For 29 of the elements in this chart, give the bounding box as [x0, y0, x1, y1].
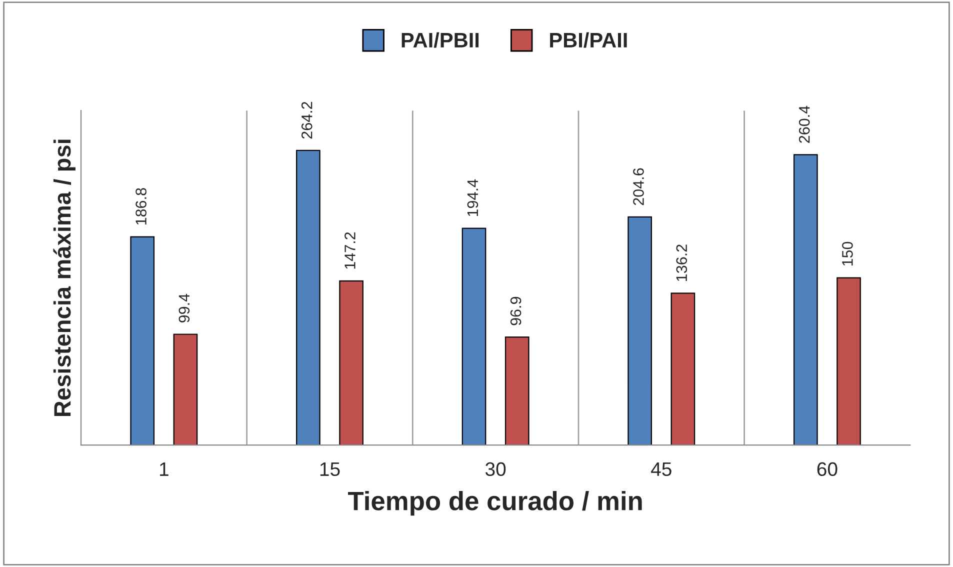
bar [130, 236, 155, 446]
x-tick-label: 15 [320, 462, 340, 476]
bar [462, 228, 486, 446]
data-label: 186.8 [136, 188, 146, 225]
y-axis-title: Resistencia máxima / psi [53, 140, 76, 416]
bar [173, 334, 198, 446]
data-label: 204.6 [633, 168, 644, 206]
bar [628, 216, 652, 446]
bar [793, 154, 818, 446]
data-label: 194.4 [467, 179, 478, 216]
data-label: 99.4 [178, 294, 190, 322]
bar [339, 280, 364, 446]
data-label: 136.2 [676, 244, 688, 281]
x-tick-label: 30 [485, 462, 506, 476]
bar [504, 336, 530, 446]
bar [670, 292, 696, 446]
x-tick-label: 60 [817, 462, 838, 476]
x-tick-label: 45 [651, 462, 672, 476]
data-label: 96.9 [510, 296, 522, 326]
x-axis-title: Tiempo de curado / min [348, 491, 642, 516]
x-tick-label: 1 [160, 462, 168, 476]
data-label: 147.2 [344, 232, 356, 269]
bar [836, 277, 861, 446]
legend-label: PAI/PBII [402, 32, 479, 48]
data-label: 264.2 [301, 102, 312, 139]
data-label: 260.4 [798, 106, 810, 143]
bar [296, 150, 320, 446]
data-label: 150 [842, 242, 853, 266]
legend-label: PBI/PAII [550, 32, 627, 48]
